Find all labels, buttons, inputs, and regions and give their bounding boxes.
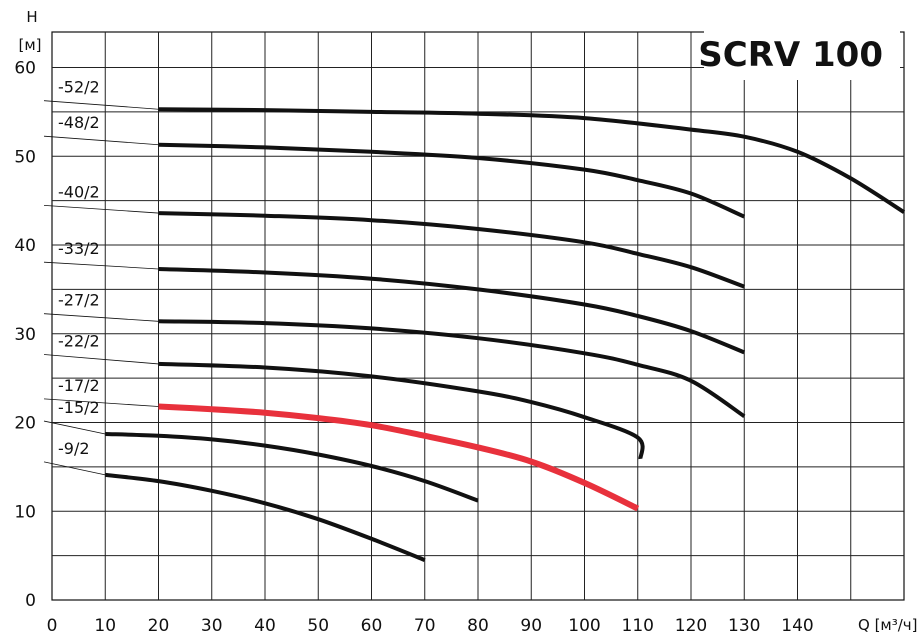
x-tick-label: 70: [414, 616, 436, 636]
y-tick-label: 60: [14, 59, 36, 79]
y-tick-label: 30: [14, 325, 36, 345]
y-axis-unit: [м]: [18, 36, 41, 54]
leader-line-15-2: [43, 420, 106, 435]
curve-15-2: [105, 432, 479, 503]
curve-33-2: [158, 267, 746, 355]
y-tick-label: 40: [14, 236, 36, 256]
x-tick-label: 10: [94, 616, 116, 636]
curve-48-2: [158, 142, 746, 219]
x-tick-label: 90: [520, 616, 542, 636]
chart-title: SCRV 100: [698, 35, 883, 75]
curve-27-2: [158, 319, 746, 418]
series-label-40-2: -40/2: [58, 182, 100, 201]
leader-line-9-2: [43, 461, 106, 476]
series-label-52-2: -52/2: [58, 78, 100, 97]
grid-lines: [51, 31, 905, 601]
y-axis-title: H: [26, 8, 37, 26]
series-label-17-2: -17/2: [58, 376, 100, 395]
tick-labels: 0 10 20 30 40 50 60 70 80 90 100 110 120 130 140 0 10 20 3…: [14, 59, 813, 637]
series-label-33-2: -33/2: [58, 239, 100, 258]
series-label-15-2: -15/2: [58, 398, 100, 417]
leader-line-22-2: [43, 354, 159, 365]
x-tick-label: 60: [361, 616, 383, 636]
label-leader-lines: [43, 100, 159, 476]
x-tick-label: 80: [467, 616, 489, 636]
leader-line-40-2: [43, 205, 159, 214]
curve-22-2: [158, 361, 645, 460]
curve-17-2: [158, 403, 640, 512]
x-tick-label: 0: [47, 616, 58, 636]
x-tick-label: 110: [622, 616, 654, 636]
y-tick-label: 20: [14, 414, 36, 434]
curve-9-2: [105, 472, 426, 562]
leader-line-27-2: [43, 313, 159, 322]
title-background: [704, 28, 900, 80]
y-tick-label: 10: [14, 502, 36, 522]
x-tick-label: 100: [568, 616, 600, 636]
x-tick-label: 30: [201, 616, 223, 636]
x-tick-label: 40: [254, 616, 276, 636]
series-label-9-2: -9/2: [58, 439, 90, 458]
series-label-22-2: -22/2: [58, 332, 100, 351]
x-tick-label: 50: [307, 616, 329, 636]
curve-40-2: [158, 211, 745, 289]
leader-line-33-2: [43, 261, 159, 270]
x-tick-label: 140: [781, 616, 813, 636]
series-label-48-2: -48/2: [58, 113, 100, 132]
leader-line-52-2: [43, 100, 159, 110]
series-label-27-2: -27/2: [58, 291, 100, 310]
leader-line-48-2: [43, 135, 159, 146]
series-labels: -52/2 -48/2 -40/2 -33/2 -27/2 -22/2 -17/2 -15/2…: [58, 78, 100, 458]
leader-line-17-2: [43, 398, 159, 407]
y-tick-label: 0: [25, 591, 36, 611]
curves: [105, 107, 906, 562]
x-axis-title: Q [м³/ч]: [858, 616, 918, 634]
x-tick-label: 120: [675, 616, 707, 636]
x-tick-label: 20: [148, 616, 170, 636]
x-tick-label: 130: [728, 616, 760, 636]
y-tick-label: 50: [14, 147, 36, 167]
curve-52-2: [158, 107, 906, 214]
